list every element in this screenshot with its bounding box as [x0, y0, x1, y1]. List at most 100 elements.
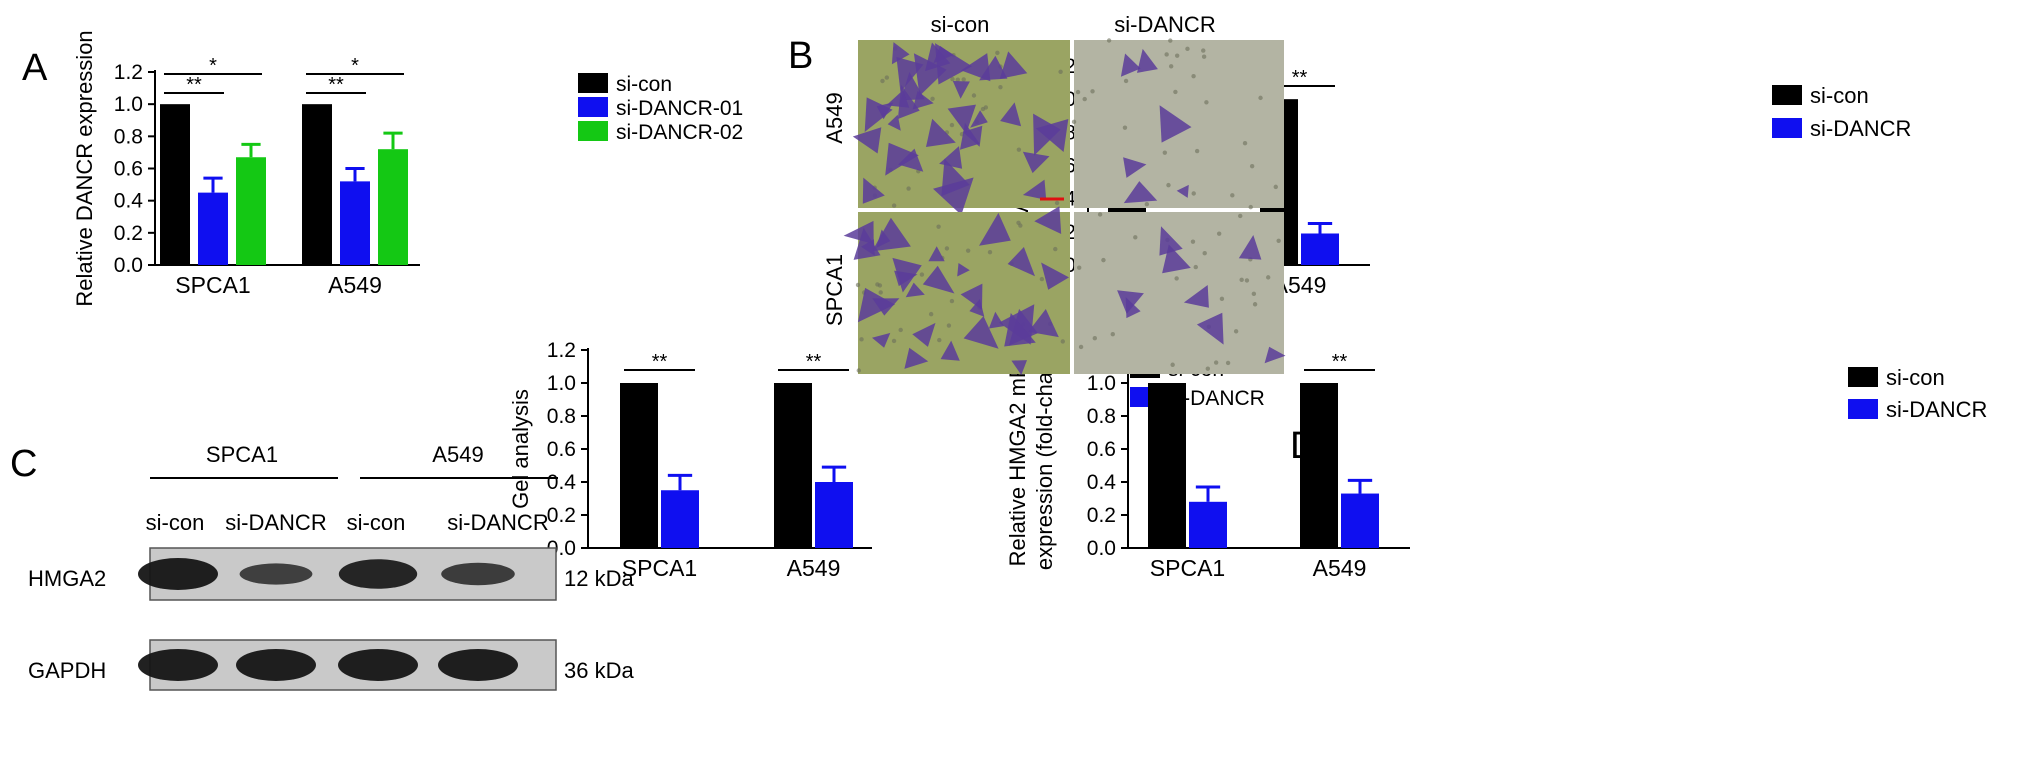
micrograph-stained-cell — [1196, 312, 1224, 345]
blot-band-hmga2-lane-3 — [338, 559, 418, 589]
micrograph-stained-cell — [872, 298, 900, 316]
chart-c-y-axis-label: Gel analysis — [508, 389, 533, 509]
micrograph-pore — [1076, 265, 1082, 270]
chart-c-bar-si-dancr-a549 — [815, 482, 853, 548]
micrograph-pore — [1213, 360, 1219, 365]
micrograph-stained-cell — [928, 246, 945, 262]
chart-b-legend-swatch — [1772, 118, 1802, 138]
chart-a-significance-label: * — [209, 55, 217, 77]
micrograph-pore — [1201, 48, 1206, 53]
micrograph-pore — [983, 105, 989, 110]
micrograph-pore — [949, 298, 955, 304]
micrograph-stained-cell — [988, 311, 1005, 329]
micrograph-pore — [1258, 95, 1263, 101]
micrograph-stained-cell — [940, 340, 960, 361]
micrograph-stained-cell — [904, 347, 929, 369]
micrograph-pore — [995, 50, 1000, 56]
chart-b-significance-label: ** — [1292, 67, 1308, 89]
micrograph-stained-cell — [1011, 360, 1027, 375]
micrograph-stained-cell — [872, 332, 891, 348]
chart-b-bar-si-dancr-a549 — [1301, 233, 1339, 265]
micrograph-stained-cell — [1159, 105, 1192, 143]
chart-c-y-tick-label: 1.2 — [547, 339, 576, 362]
micrograph-pore — [1090, 89, 1095, 94]
micrograph-pore — [1060, 339, 1065, 344]
chart-a-y-tick-label: 1.2 — [114, 61, 143, 84]
micrograph-pore — [1123, 78, 1129, 84]
micrograph-pore — [1216, 231, 1222, 236]
micrograph-pore — [859, 337, 864, 342]
chart-b-legend-swatch — [1772, 85, 1802, 105]
micrograph-stained-cell — [1238, 235, 1262, 260]
micrograph-stained-cell — [853, 227, 881, 260]
micrograph-stained-cell — [887, 114, 901, 131]
micrograph-stained-cell — [1120, 53, 1141, 77]
micrograph-pore — [1174, 276, 1179, 281]
micrograph-stained-cell — [1028, 309, 1059, 338]
chart-d-legend-label: si-con — [1886, 365, 1945, 390]
blot-size-label-12kda: 12 kDa — [564, 566, 634, 591]
micrograph-pore — [1082, 96, 1087, 102]
micrograph-stained-cell — [1041, 262, 1069, 290]
micrograph-stained-cell — [1264, 346, 1286, 364]
micrograph-pore — [946, 323, 952, 328]
micrograph-field — [1074, 212, 1284, 374]
micrograph-stained-cell — [857, 287, 895, 323]
chart-a-y-axis-label: Relative DANCR expression — [72, 30, 97, 306]
blot-band-gapdh-lane-1 — [138, 649, 218, 681]
micrograph-pore — [1016, 147, 1022, 152]
micrograph-pore — [1191, 191, 1196, 196]
chart-c-x-tick-label-a549: A549 — [787, 555, 841, 581]
blot-band-hmga2-lane-1 — [138, 558, 218, 590]
chart-c-y-tick-label: 0.6 — [547, 438, 576, 461]
micrograph-pore — [1233, 329, 1239, 334]
micrograph-pore — [950, 76, 955, 82]
chart-a-y-tick-label: 0.4 — [114, 190, 144, 213]
micrograph-stained-cell — [960, 283, 983, 310]
blot-row-label-hmga2: HMGA2 — [28, 566, 106, 591]
micrograph-pore — [1265, 275, 1271, 280]
micrograph-pore — [1230, 193, 1235, 198]
panel-label-a: A — [22, 47, 48, 89]
chart-b-legend-label: si-con — [1810, 83, 1869, 108]
chart-a-x-tick-label-a549: A549 — [328, 272, 382, 298]
micrograph-pore — [1018, 223, 1023, 228]
chart-c-bar-si-dancr-spca1 — [661, 490, 699, 548]
chart-a-y-tick-label: 0.2 — [114, 222, 143, 245]
micrograph-stained-cell — [912, 322, 936, 347]
chart-d-y-tick-label: 1.0 — [1087, 372, 1116, 395]
micrograph-pore — [1242, 140, 1248, 146]
micrograph-pore — [965, 248, 971, 253]
chart-a-legend-label: si-DANCR-01 — [616, 97, 743, 120]
micrograph-pore — [1190, 239, 1196, 244]
micrograph-pore — [1239, 277, 1244, 283]
blot-lane-label-3: si-con — [347, 510, 406, 535]
chart-a-bar-si-con-a549 — [302, 104, 332, 266]
micrograph-stained-cell — [1000, 102, 1022, 127]
chart-a-legend-swatch — [578, 121, 608, 141]
chart-a-legend-label: si-DANCR-02 — [616, 121, 743, 144]
micrograph-pore — [884, 75, 890, 80]
micrograph-stained-cell — [898, 148, 924, 172]
micrograph-stained-cell — [999, 51, 1028, 79]
micrograph-stained-cell — [926, 118, 956, 147]
micrograph-pore — [1248, 204, 1253, 210]
micrograph-stained-cell — [957, 263, 970, 277]
micrograph-stained-cell — [961, 53, 991, 82]
micrograph-stained-cell — [894, 270, 918, 287]
micrograph-stained-cell — [933, 45, 954, 64]
micrograph-pore — [928, 311, 934, 317]
micrograph-pore — [1244, 278, 1250, 283]
micrograph-pore — [1201, 54, 1207, 59]
micrograph-pore — [1101, 257, 1106, 263]
chart-d-y-tick-label: 0.4 — [1087, 471, 1117, 494]
micrograph-pore — [1039, 276, 1045, 282]
micrograph-pore — [1225, 360, 1231, 366]
chart-a-y-tick-label: 0.0 — [114, 254, 143, 277]
micrograph-stained-cell — [1022, 179, 1047, 200]
chart-a-y-tick-label: 1.0 — [114, 93, 143, 116]
micrograph-stained-cell — [891, 42, 910, 65]
micrograph-stained-cell — [1004, 313, 1036, 347]
chart-c-y-tick-label: 1.0 — [547, 372, 576, 395]
